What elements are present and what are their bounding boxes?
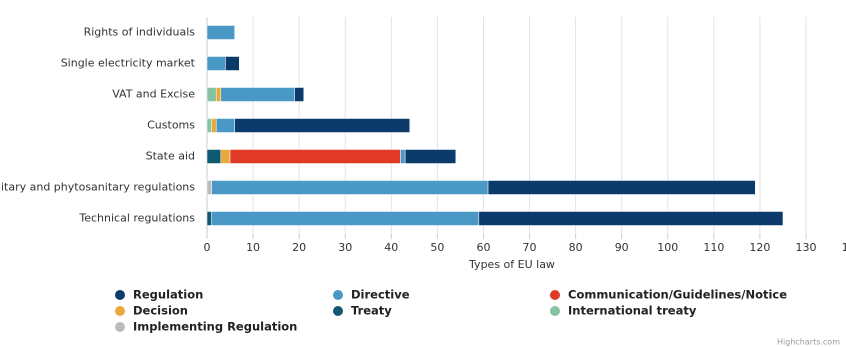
bar-segment	[206, 56, 226, 71]
x-tick-label: 80	[569, 241, 583, 254]
legend-marker	[333, 290, 343, 300]
bar-segment	[206, 211, 212, 226]
legend-marker	[115, 322, 125, 332]
legend-marker	[115, 290, 125, 300]
bar-segment	[478, 211, 784, 226]
bar-segment	[400, 149, 406, 164]
bar-segment	[215, 118, 235, 133]
legend-label[interactable]: Implementing Regulation	[133, 320, 297, 334]
y-tick-label: Customs	[147, 119, 195, 132]
legend-marker	[115, 306, 125, 316]
bar-segment	[404, 149, 457, 164]
y-tick-label: Technical regulations	[78, 212, 195, 225]
x-tick-label: 0	[204, 241, 211, 254]
bar-segment	[206, 118, 212, 133]
x-tick-label: 10	[246, 241, 260, 254]
x-tick-label: 130	[796, 241, 817, 254]
x-tick-label: 40	[384, 241, 398, 254]
bar-segment	[225, 56, 240, 71]
legend-label[interactable]: Communication/Guidelines/Notice	[568, 288, 787, 302]
bar-segment	[215, 87, 222, 102]
x-tick-label: 30	[338, 241, 352, 254]
legend-marker	[333, 306, 343, 316]
bar-segment	[211, 118, 217, 133]
x-axis-title: Types of EU law	[468, 258, 555, 271]
y-tick-label: Sanitary and phytosanitary regulations	[0, 181, 195, 194]
x-tick-label: 50	[430, 241, 444, 254]
bar-segment	[234, 118, 410, 133]
bar-segment	[211, 211, 480, 226]
x-tick-label: 100	[657, 241, 678, 254]
bar-segment	[294, 87, 305, 102]
legend-label[interactable]: Treaty	[351, 304, 392, 318]
credits[interactable]: Highcharts.com	[777, 338, 840, 347]
legend-marker	[550, 306, 560, 316]
x-tick-label: 90	[615, 241, 629, 254]
bar-segment	[220, 149, 231, 164]
bar-segment	[229, 149, 401, 164]
x-tick-label: 60	[476, 241, 490, 254]
x-tick-label: 120	[749, 241, 770, 254]
bar-segment	[220, 87, 295, 102]
x-tick-label: 110	[703, 241, 724, 254]
y-tick-label: Single electricity market	[61, 57, 196, 70]
y-tick-label: Rights of individuals	[84, 26, 196, 39]
bar-segment	[211, 180, 489, 195]
bar-segment	[206, 149, 222, 164]
bar-segment	[206, 87, 217, 102]
legend-label[interactable]: Directive	[351, 288, 410, 302]
legend-marker	[550, 290, 560, 300]
bar-segment	[487, 180, 756, 195]
y-tick-label: State aid	[146, 150, 195, 163]
legend-label[interactable]: Regulation	[133, 288, 203, 302]
legend-label[interactable]: Decision	[133, 304, 188, 318]
legend-label[interactable]: International treaty	[568, 304, 697, 318]
y-tick-label: VAT and Excise	[112, 88, 195, 101]
x-tick-label: 140	[842, 241, 846, 254]
bar-segment	[206, 25, 235, 40]
x-tick-label: 20	[292, 241, 306, 254]
bar-segment	[206, 180, 212, 195]
x-tick-label: 70	[523, 241, 537, 254]
